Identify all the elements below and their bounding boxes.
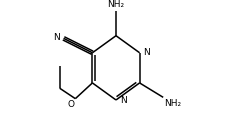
Text: NH₂: NH₂ <box>164 99 181 108</box>
Text: N: N <box>53 33 59 42</box>
Text: O: O <box>67 100 74 109</box>
Text: N: N <box>143 48 150 57</box>
Text: NH₂: NH₂ <box>107 1 124 10</box>
Text: N: N <box>119 96 126 105</box>
